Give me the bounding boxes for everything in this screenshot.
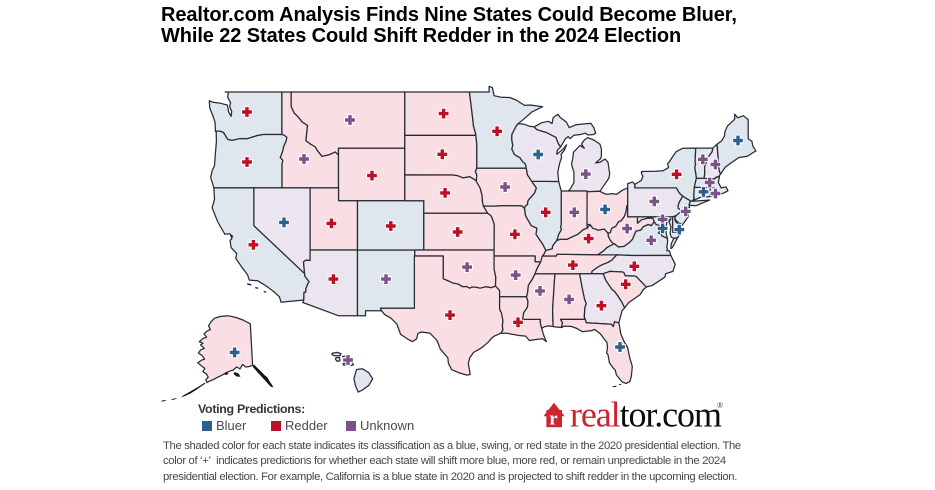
svg-text:r: r (549, 409, 558, 430)
svg-text:®: ® (717, 401, 723, 410)
svg-text:realtor.com: realtor.com (570, 395, 722, 435)
